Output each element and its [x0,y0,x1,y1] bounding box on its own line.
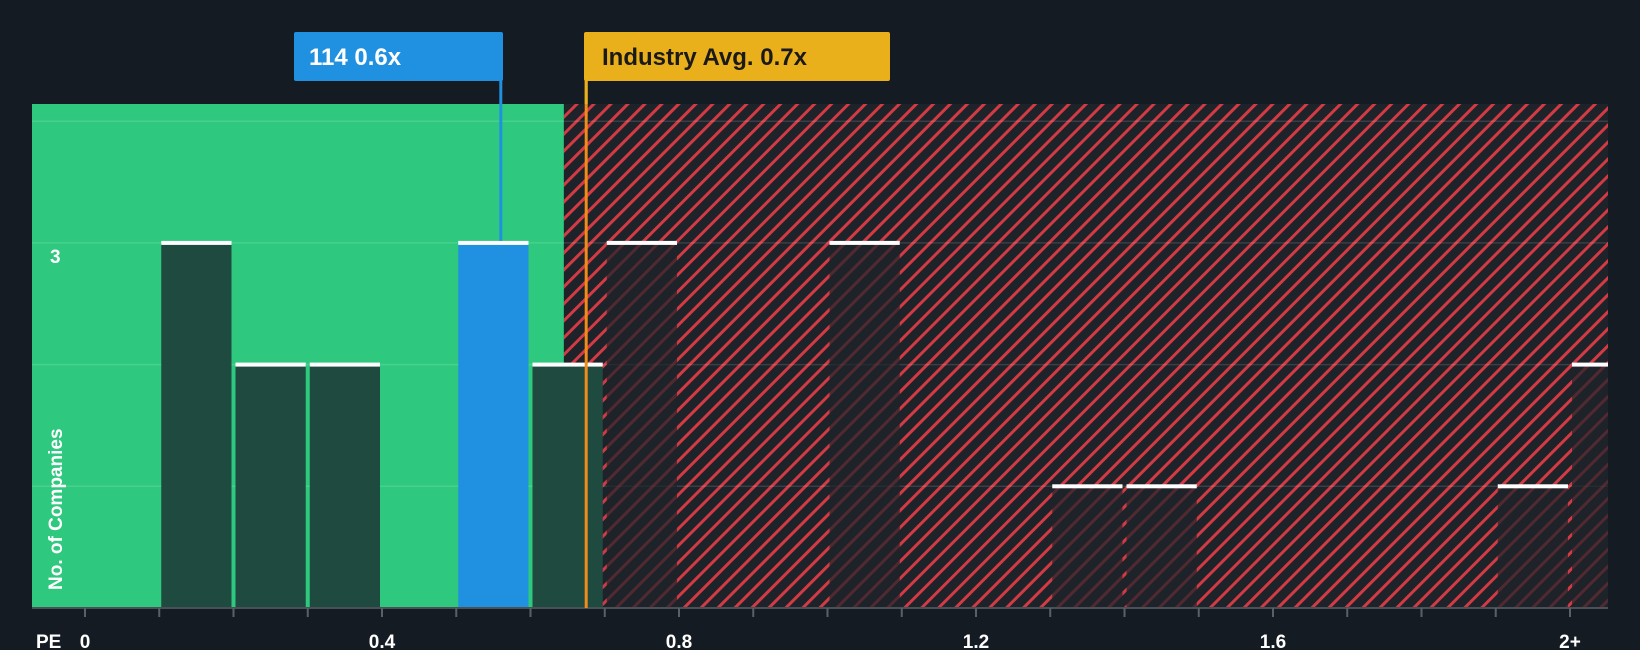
x-tick-label: 1.2 [963,632,989,650]
histogram-bar [1497,486,1568,608]
bar-top-cap [1572,362,1608,367]
histogram-bar [161,242,232,608]
histogram-bar [458,242,529,608]
histogram-bar [532,364,603,608]
industry-avg-callout: Industry Avg. 0.7x [584,32,890,81]
histogram-bar [1126,486,1197,608]
company-callout: 114 0.6x [294,32,503,81]
bar-top-cap [829,240,900,245]
x-tick-label: 1.6 [1260,632,1286,650]
bar-top-cap [309,362,380,367]
bar-top-cap [606,240,677,245]
histogram-bar [1052,486,1123,608]
y-axis-label: No. of Companies [46,428,67,590]
histogram-bar [235,364,306,608]
x-tick-label: 0.8 [666,632,692,650]
histogram-bar [1572,364,1608,608]
y-tick-label: 3 [50,247,61,268]
x-tick-label: 0 [80,632,91,650]
x-tick-label: 0.4 [369,632,396,650]
company-callout-box [294,32,503,81]
industry-avg-callout-box [584,32,890,81]
x-axis-label: PE [36,632,61,650]
bar-top-cap [458,240,529,245]
industry-avg-callout-label: Industry Avg. 0.7x [602,44,808,71]
histogram-bar [309,364,380,608]
bar-top-cap [235,362,306,367]
bar-top-cap [1126,484,1197,489]
x-tick-label: 2+ [1559,632,1581,650]
bar-top-cap [1497,484,1568,489]
histogram-bar [606,242,677,608]
bar-top-cap [1052,484,1123,489]
histogram-bar [829,242,900,608]
bar-top-cap [532,362,603,367]
company-callout-label: 114 0.6x [309,44,402,71]
bar-top-cap [161,240,232,245]
